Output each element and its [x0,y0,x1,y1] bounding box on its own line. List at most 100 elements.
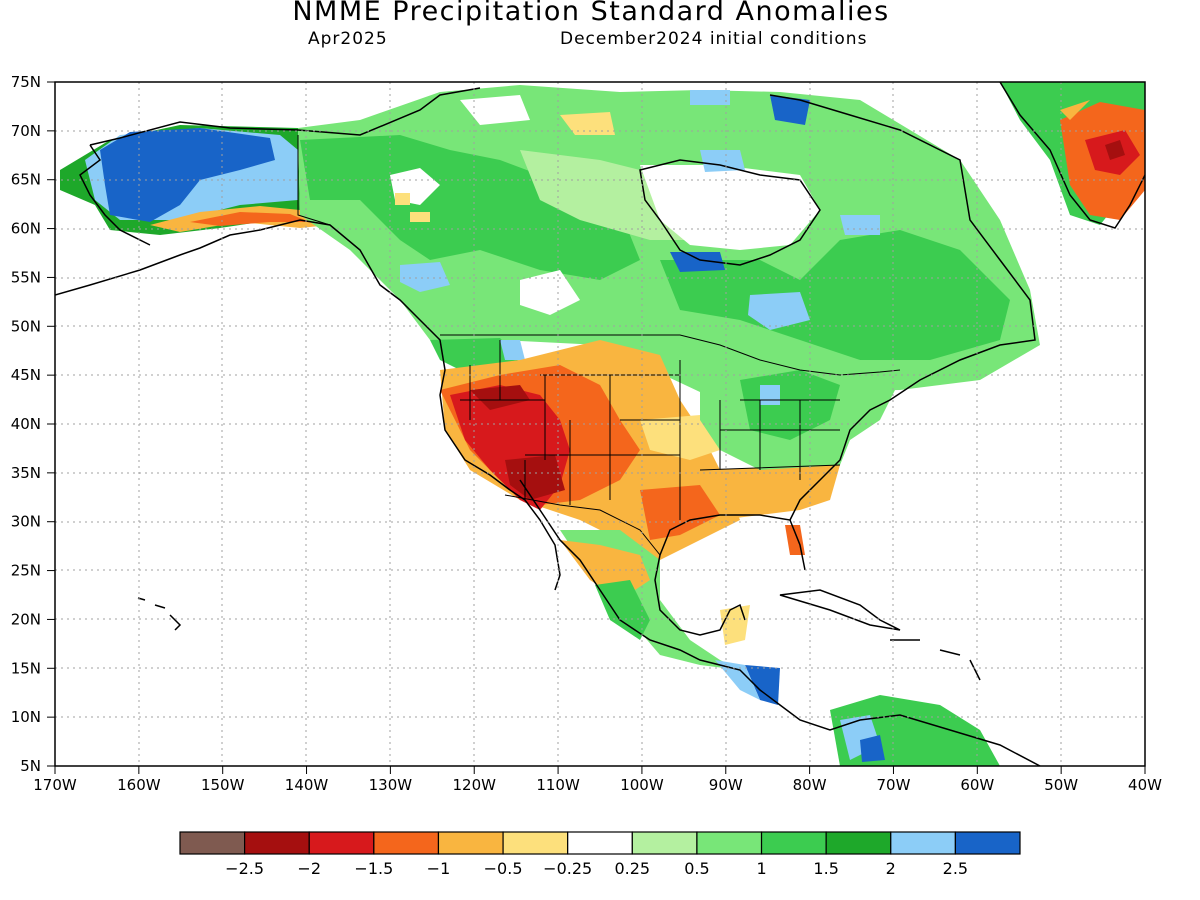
latitude-label: 40N [11,415,41,433]
canada-blue-2 [770,95,810,125]
colorbar-label: −0.25 [543,859,592,878]
colorbar-labels: −2.5 −2 −1.5 −1 −0.5 −0.25 0.25 0.5 1 1.5 2 2.5 [225,859,968,878]
longitude-label: 160W [117,776,161,794]
longitude-label: 80W [793,776,827,794]
canada-white-2 [520,270,580,315]
latitude-label: 50N [11,317,41,335]
colorbar-label: 2 [886,859,896,878]
hawaii-islands [137,597,182,631]
cuba-coastline [779,589,901,631]
canada-dark-green-1 [300,135,640,280]
colorbar-segment [437,831,504,855]
latitude-label: 30N [11,513,41,531]
canada-yellow-2 [395,193,410,205]
political-borders [297,135,901,556]
colorbar-label: −2.5 [225,859,264,878]
latitude-label: 55N [11,268,41,286]
canada-lightblue-2 [700,150,745,172]
colorbar-segment [825,831,892,855]
colorbar-label: −1 [427,859,451,878]
longitude-label: 130W [369,776,413,794]
colorbar-label: −0.5 [484,859,523,878]
gulf-coastline [654,554,746,636]
canada-yellow-3 [410,212,430,222]
hudson-bay-coastline [639,159,821,266]
longitude-label: 90W [709,776,743,794]
longitude-label: 100W [620,776,664,794]
colorbar-label: −1.5 [354,859,393,878]
latitude-label: 60N [11,220,41,238]
colorbar-segment [502,831,569,855]
latitude-label: 15N [11,659,41,677]
alaska-north-coastline [89,87,481,146]
alaska-south-coast-red [190,212,310,226]
latitude-label: 5N [20,757,41,775]
canada-blue-1 [670,252,725,272]
alaska-canada-border [297,135,331,226]
longitude-labels: 170W 160W 150W 140W 130W 120W 110W 100W 90W 80W 70… [33,766,1162,794]
longitude-label: 60W [960,776,994,794]
colorbar-label: 0.5 [684,859,709,878]
pacific-northwest-green [430,338,520,370]
greenland-dark-red [1105,140,1125,160]
alaska-west-coastline [79,144,151,246]
lat-lon-grid [55,82,1145,766]
east-coastline [769,94,1036,521]
colorbar-segment [179,831,246,855]
canada-yellow-1 [560,112,615,135]
colorbar-segment [373,831,440,855]
latitude-label: 75N [11,73,41,91]
caribbean-islands [890,639,981,681]
us-gulf-coastline [659,514,806,571]
longitude-label: 170W [33,776,77,794]
latitude-label: 20N [11,610,41,628]
alaska-dark-blue-region [100,128,275,222]
colorbar-label: 2.5 [943,859,968,878]
great-lakes-lightblue [760,385,780,405]
canada-white-3 [460,95,530,125]
colorbar-label: 1.5 [813,859,838,878]
initial-conditions: December2024 initial conditions [560,29,868,49]
central-america-blue [745,665,780,705]
colorbar-label: 0.25 [614,859,650,878]
longitude-label: 110W [536,776,580,794]
southwest-dark-red [505,455,565,500]
colorbar [179,831,1021,855]
longitude-label: 120W [452,776,496,794]
canada-lightblue-3 [748,292,810,330]
latitude-label: 10N [11,708,41,726]
latitude-label: 70N [11,122,41,140]
greenland-coastline [999,82,1145,229]
colorbar-segment [696,831,763,855]
latitude-label: 35N [11,464,41,482]
longitude-label: 50W [1044,776,1078,794]
colorbar-label: −2 [297,859,321,878]
latitude-label: 25N [11,562,41,580]
south-america-blue [860,735,885,762]
latitude-labels: 75N 70N 65N 60N 55N 50N 45N 40N 35N 30N 25N 20N 15N 1… [11,73,55,775]
latitude-label: 45N [11,366,41,384]
colorbar-segment [954,831,1021,855]
latitude-label: 65N [11,171,41,189]
longitude-label: 40W [1128,776,1162,794]
coastlines [55,82,1145,766]
colorbar-segment [244,831,310,855]
longitude-label: 70W [877,776,911,794]
us-mexico-border [504,494,661,556]
us-canada-border [440,334,901,376]
us-state-lines-east [679,360,841,520]
map-title: NMME Precipitation Standard Anomalies [292,0,890,27]
colorbar-segment [890,831,956,855]
longitude-label: 140W [285,776,329,794]
florida-orange [785,525,805,555]
colorbar-segment [308,831,375,855]
colorbar-segment [760,831,827,855]
longitude-label: 150W [201,776,245,794]
colorbar-label: 1 [756,859,766,878]
colorbar-segment [567,831,633,855]
colorbar-segment [631,831,698,855]
mexico-coastline [519,479,1041,766]
greenland-light-orange [1060,100,1090,120]
pacific-northwest-lightblue [500,340,525,360]
